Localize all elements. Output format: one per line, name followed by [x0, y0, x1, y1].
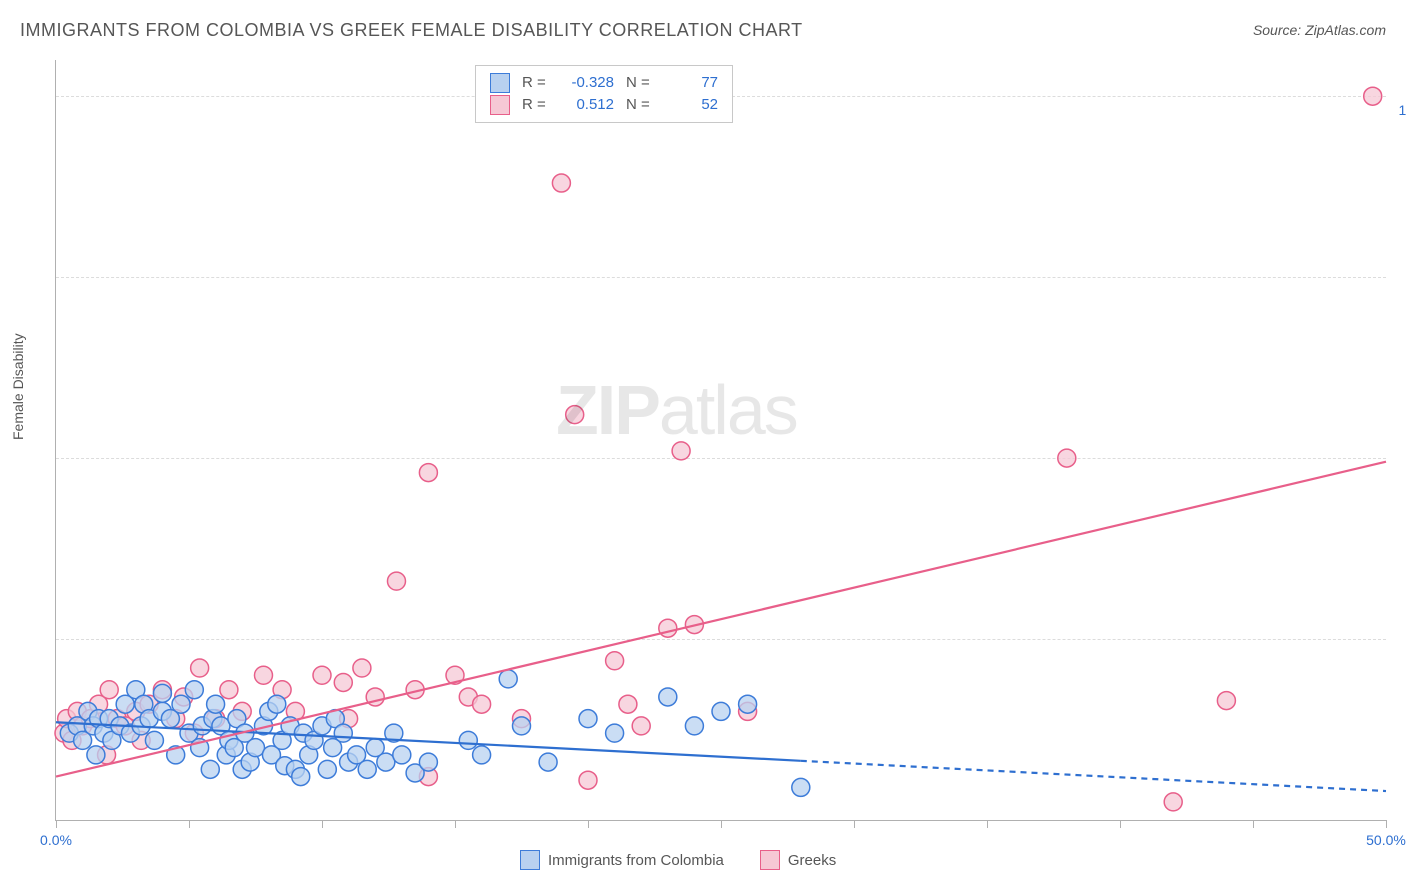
data-point — [318, 760, 336, 778]
x-tick — [987, 820, 988, 828]
x-tick — [455, 820, 456, 828]
y-axis-label: Female Disability — [10, 333, 26, 440]
r-value-colombia: -0.328 — [564, 72, 614, 94]
r-value-greeks: 0.512 — [564, 94, 614, 116]
trend-line-dashed — [801, 761, 1386, 791]
legend-label-colombia: Immigrants from Colombia — [548, 852, 724, 869]
scatter-chart — [56, 60, 1386, 820]
data-point — [712, 702, 730, 720]
swatch-colombia — [520, 850, 540, 870]
data-point — [201, 760, 219, 778]
legend-row-greeks: R = 0.512 N = 52 — [490, 94, 718, 116]
swatch-greeks — [490, 95, 510, 115]
trend-line-solid — [56, 462, 1386, 777]
y-tick-label: 100.0% — [1399, 102, 1406, 118]
data-point — [334, 673, 352, 691]
data-point — [552, 174, 570, 192]
data-point — [459, 731, 477, 749]
data-point — [172, 695, 190, 713]
x-tick — [189, 820, 190, 828]
data-point — [473, 746, 491, 764]
data-point — [313, 666, 331, 684]
x-tick — [1120, 820, 1121, 828]
data-point — [358, 760, 376, 778]
data-point — [145, 731, 163, 749]
data-point — [579, 771, 597, 789]
chart-title: IMMIGRANTS FROM COLOMBIA VS GREEK FEMALE… — [20, 20, 803, 41]
n-label: N = — [626, 72, 656, 94]
data-point — [87, 746, 105, 764]
x-tick — [721, 820, 722, 828]
data-point — [100, 681, 118, 699]
data-point — [419, 464, 437, 482]
data-point — [659, 688, 677, 706]
data-point — [419, 753, 437, 771]
data-point — [659, 619, 677, 637]
data-point — [619, 695, 637, 713]
x-tick — [1386, 820, 1387, 828]
data-point — [353, 659, 371, 677]
data-point — [254, 666, 272, 684]
x-tick-label: 50.0% — [1366, 832, 1406, 848]
x-tick — [588, 820, 589, 828]
data-point — [387, 572, 405, 590]
legend-label-greeks: Greeks — [788, 852, 836, 869]
data-point — [292, 768, 310, 786]
data-point — [268, 695, 286, 713]
swatch-greeks — [760, 850, 780, 870]
data-point — [473, 695, 491, 713]
x-tick — [1253, 820, 1254, 828]
correlation-legend: R = -0.328 N = 77 R = 0.512 N = 52 — [475, 65, 733, 123]
plot-area: ZIPatlas 0.0%50.0% 25.0%50.0%75.0%100.0% — [55, 60, 1386, 821]
data-point — [334, 724, 352, 742]
data-point — [632, 717, 650, 735]
r-label: R = — [522, 72, 552, 94]
data-point — [539, 753, 557, 771]
legend-row-colombia: R = -0.328 N = 77 — [490, 72, 718, 94]
legend-item-greeks: Greeks — [760, 850, 836, 870]
data-point — [1164, 793, 1182, 811]
x-tick — [322, 820, 323, 828]
n-label: N = — [626, 94, 656, 116]
data-point — [207, 695, 225, 713]
series-legend: Immigrants from Colombia Greeks — [520, 850, 836, 870]
data-point — [393, 746, 411, 764]
legend-item-colombia: Immigrants from Colombia — [520, 850, 724, 870]
data-point — [566, 406, 584, 424]
data-point — [499, 670, 517, 688]
x-tick — [56, 820, 57, 828]
x-tick-label: 0.0% — [40, 832, 72, 848]
data-point — [1058, 449, 1076, 467]
data-point — [185, 681, 203, 699]
source-attribution: Source: ZipAtlas.com — [1253, 22, 1386, 38]
n-value-colombia: 77 — [668, 72, 718, 94]
data-point — [606, 652, 624, 670]
n-value-greeks: 52 — [668, 94, 718, 116]
swatch-colombia — [490, 73, 510, 93]
data-point — [739, 695, 757, 713]
data-point — [1217, 692, 1235, 710]
data-point — [792, 778, 810, 796]
r-label: R = — [522, 94, 552, 116]
data-point — [685, 717, 703, 735]
x-tick — [854, 820, 855, 828]
data-point — [672, 442, 690, 460]
data-point — [513, 717, 531, 735]
data-point — [191, 659, 209, 677]
data-point — [153, 684, 171, 702]
data-point — [579, 710, 597, 728]
data-point — [220, 681, 238, 699]
data-point — [1364, 87, 1382, 105]
data-point — [606, 724, 624, 742]
